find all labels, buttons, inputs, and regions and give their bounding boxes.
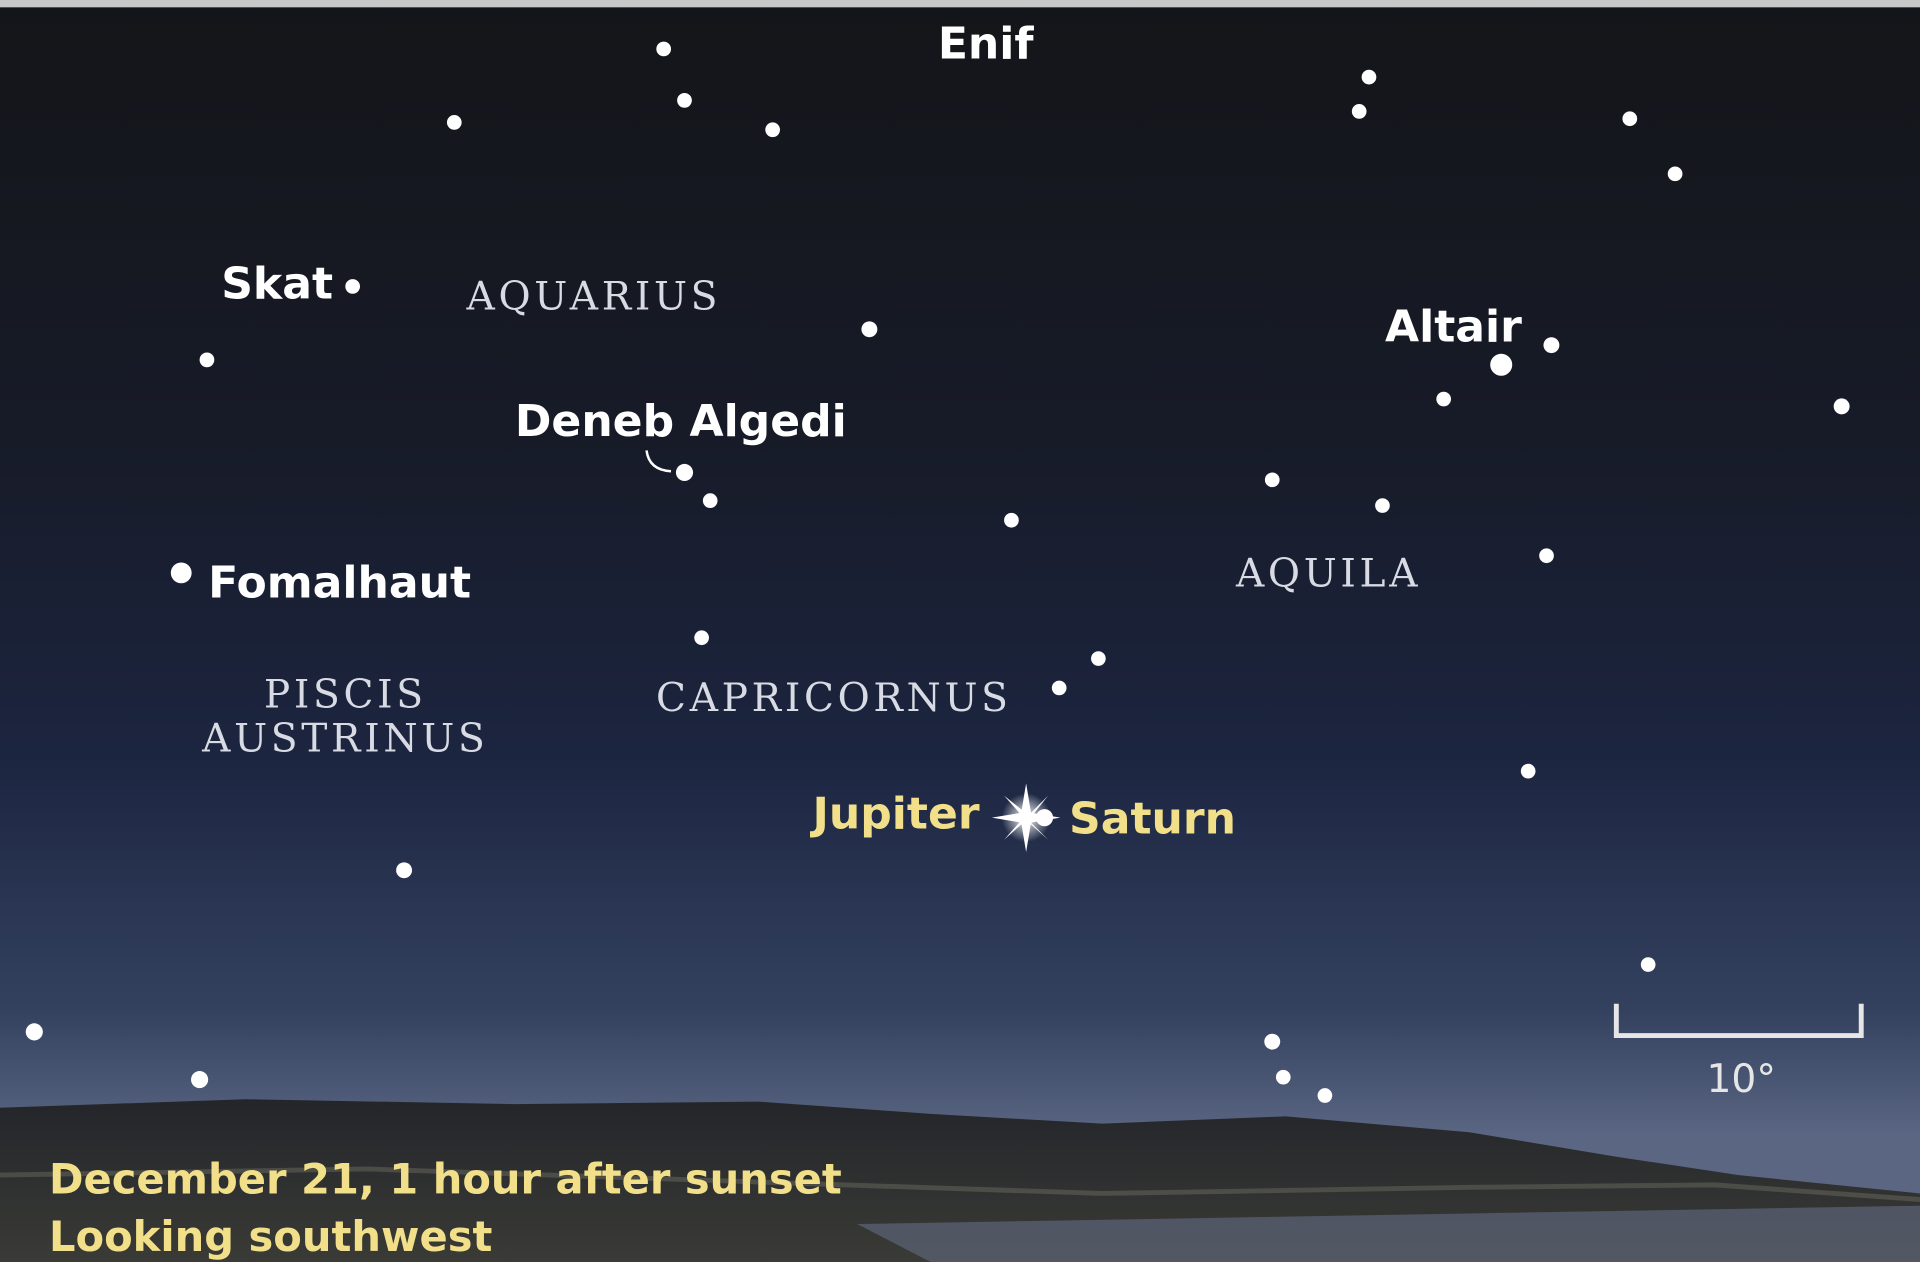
star: [694, 630, 709, 645]
star: [1362, 70, 1377, 85]
star: [676, 464, 693, 481]
constellation-label: AQUILA: [1235, 551, 1421, 596]
star: [1276, 1070, 1291, 1085]
star: [345, 279, 360, 294]
caption: Looking southwest: [49, 1212, 492, 1261]
star-label: Skat: [221, 259, 333, 310]
sky-chart: Enif Skat Altair Deneb Algedi Fomalhaut …: [0, 0, 1920, 1262]
star: [1318, 1088, 1333, 1103]
star: [1622, 111, 1637, 126]
star-label: Deneb Algedi: [515, 396, 847, 447]
star: [1265, 472, 1280, 487]
caption: December 21, 1 hour after sunset: [49, 1154, 842, 1203]
star: [1004, 513, 1019, 528]
constellation-label: PISCIS: [264, 673, 427, 718]
star: [1543, 337, 1559, 353]
star: [677, 93, 692, 108]
star: [1352, 104, 1367, 119]
star: [656, 42, 671, 57]
star: [1834, 398, 1850, 414]
star: [1436, 392, 1451, 407]
star: [1521, 764, 1536, 779]
star: [1668, 166, 1683, 181]
star: [1375, 498, 1390, 513]
star: [1539, 548, 1554, 563]
planet-label: Saturn: [1069, 794, 1236, 845]
constellation-label: AQUARIUS: [466, 275, 722, 320]
star-label: Fomalhaut: [208, 557, 471, 608]
star: [191, 1071, 208, 1088]
star: [765, 122, 780, 137]
planet-label: Jupiter: [809, 789, 979, 840]
star: [1641, 957, 1656, 972]
star: [396, 862, 412, 878]
star: [447, 115, 462, 130]
constellation-label: AUSTRINUS: [201, 717, 488, 762]
saturn-dot: [1036, 809, 1053, 826]
star: [1052, 681, 1067, 696]
constellation-label: CAPRICORNUS: [656, 676, 1012, 721]
star-label: Enif: [938, 19, 1035, 70]
star-label: Altair: [1385, 302, 1522, 353]
star: [26, 1023, 43, 1040]
star: [1490, 354, 1512, 376]
star: [171, 562, 192, 583]
star: [703, 493, 718, 508]
star: [200, 353, 215, 368]
scale-label: 10°: [1707, 1057, 1776, 1102]
star: [1091, 651, 1106, 666]
page: Enif Skat Altair Deneb Algedi Fomalhaut …: [0, 0, 1920, 1262]
top-bar: [0, 0, 1920, 7]
sky: [0, 0, 1920, 1262]
star: [1264, 1034, 1280, 1050]
star: [861, 321, 877, 337]
